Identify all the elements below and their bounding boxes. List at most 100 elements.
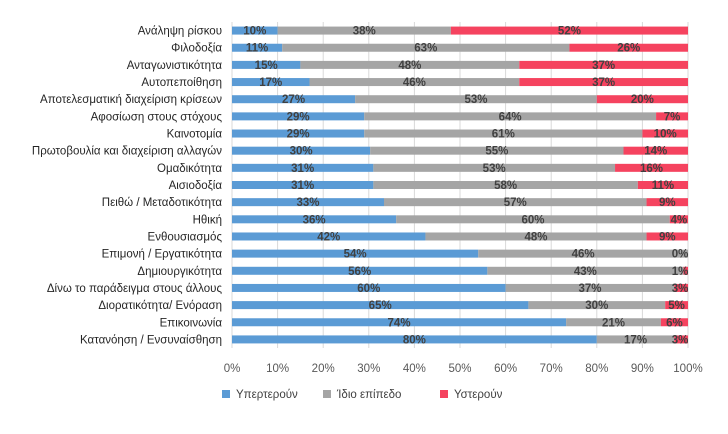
bar-segment: [669, 215, 688, 224]
data-label: 63%: [414, 43, 437, 55]
bar-segment: [425, 232, 647, 241]
bar-segment: [674, 335, 688, 344]
data-label: 20%: [631, 94, 654, 106]
bar-segment: [569, 43, 688, 52]
data-label: 3%: [672, 283, 689, 295]
legend-label: Υπερτερούν: [236, 389, 298, 401]
category-label: Φιλοδοξία: [171, 43, 222, 55]
bar-segment: [519, 60, 688, 69]
bar-segment: [528, 301, 666, 310]
bar-segment: [683, 266, 688, 275]
data-label: 52%: [558, 26, 581, 38]
data-label: 29%: [287, 111, 310, 123]
bar-segment: [450, 26, 688, 35]
bar-segment: [309, 78, 520, 87]
category-label: Πρωτοβουλία και διαχείριση αλλαγών: [32, 146, 222, 158]
x-tick-label: 30%: [357, 363, 380, 375]
x-tick-label: 60%: [494, 363, 517, 375]
bar-segment: [232, 163, 374, 172]
x-tick-label: 10%: [266, 363, 289, 375]
category-label: Αποτελεσματική διαχείριση κρίσεων: [40, 94, 222, 106]
bar-segment: [232, 60, 301, 69]
x-tick-label: 100%: [673, 363, 702, 375]
bar-segment: [364, 129, 643, 138]
bar-segment: [232, 335, 597, 344]
data-label: 37%: [592, 77, 615, 89]
x-tick-label: 70%: [540, 363, 563, 375]
data-label: 16%: [640, 163, 663, 175]
data-label: 43%: [574, 266, 597, 278]
data-label: 37%: [592, 60, 615, 72]
bar-segment: [384, 198, 647, 207]
category-label: Αφοσίωση στους στόχους: [91, 111, 223, 123]
bar-segment: [637, 181, 688, 189]
data-label: 5%: [668, 300, 685, 312]
data-label: 10%: [243, 26, 266, 38]
bar-segment: [370, 146, 624, 155]
data-label: 55%: [485, 146, 508, 158]
bar-segment: [646, 198, 688, 207]
data-label: 3%: [672, 334, 689, 346]
bar-segment: [566, 318, 661, 327]
bar-segment: [277, 26, 451, 35]
data-label: 46%: [572, 249, 595, 261]
data-label: 29%: [287, 129, 310, 141]
data-label: 57%: [504, 197, 527, 209]
category-label: Ηθική: [193, 214, 222, 226]
legend-swatch: [440, 390, 448, 398]
data-label: 9%: [659, 197, 676, 209]
category-label: Ενθουσιασμός: [148, 231, 223, 243]
data-label: 61%: [492, 129, 515, 141]
data-label: 54%: [344, 249, 367, 261]
data-label: 7%: [664, 111, 681, 123]
bar-segment: [355, 95, 597, 104]
data-label: 11%: [652, 180, 674, 192]
data-label: 27%: [282, 94, 305, 106]
data-label: 31%: [291, 163, 314, 175]
x-tick-label: 40%: [403, 363, 426, 375]
bar-segment: [300, 60, 520, 69]
data-label: 17%: [259, 77, 282, 89]
bar-segment: [232, 26, 278, 35]
bar-segment: [364, 112, 657, 121]
data-label: 80%: [403, 334, 426, 346]
category-label: Αισιοδοξία: [169, 180, 223, 192]
bar-segment: [232, 43, 283, 52]
data-label: 33%: [296, 197, 319, 209]
legend-swatch: [323, 390, 331, 398]
data-label: 74%: [388, 317, 411, 329]
data-label: 60%: [521, 214, 544, 226]
category-label: Διορατικότητα/ Ενόραση: [98, 300, 222, 312]
bar-segment: [656, 112, 688, 121]
bar-segment: [232, 198, 384, 207]
bar-segment: [232, 318, 567, 327]
data-label: 30%: [585, 300, 608, 312]
data-label: 60%: [357, 283, 380, 295]
bar-segment: [674, 283, 688, 292]
category-label: Κατανόηση / Ενσυναίσθηση: [80, 334, 222, 346]
data-label: 53%: [483, 163, 506, 175]
x-tick-label: 80%: [585, 363, 608, 375]
data-label: 46%: [403, 77, 426, 89]
category-label: Επικοινωνία: [160, 317, 223, 329]
data-label: 26%: [617, 43, 640, 55]
category-label: Ανταγωνιστικότητα: [127, 60, 223, 72]
x-tick-label: 0%: [224, 363, 241, 375]
bar-segment: [615, 163, 688, 172]
data-label: 64%: [499, 111, 522, 123]
category-label: Ομαδικότητα: [157, 163, 222, 175]
bar-segment: [487, 266, 684, 275]
bar-segment: [232, 146, 371, 155]
data-label: 31%: [291, 180, 314, 192]
data-label: 21%: [602, 317, 625, 329]
bars: [232, 26, 688, 344]
data-label: 6%: [666, 317, 683, 329]
data-label: 42%: [317, 231, 340, 243]
category-label: Αυτοπεποίθηση: [141, 77, 222, 89]
data-label: 53%: [464, 94, 487, 106]
bar-segment: [232, 232, 426, 241]
category-label: Καινοτομία: [167, 129, 223, 141]
bar-segment: [232, 181, 374, 189]
